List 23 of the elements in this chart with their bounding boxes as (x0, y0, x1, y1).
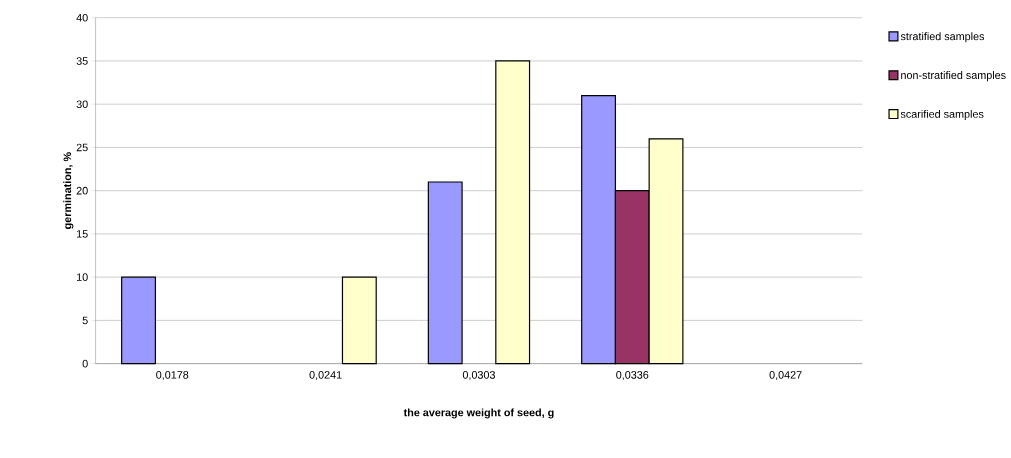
y-tick-label: 10 (76, 273, 88, 281)
y-tick-label: 35 (76, 57, 88, 65)
x-tick-label: 0,0303 (462, 370, 495, 380)
bar (495, 60, 531, 365)
y-tick-label: 5 (82, 316, 88, 325)
x-tick-label: 0,0178 (156, 370, 189, 380)
legend-label: non-stratified samples (901, 70, 1006, 82)
bar (121, 276, 156, 365)
bar (427, 181, 463, 365)
y-tick-label: 0 (82, 359, 88, 368)
y-tick-label: 20 (76, 186, 88, 195)
x-tick-label: 0,0241 (309, 370, 342, 380)
y-tick-label: 40 (76, 13, 88, 22)
x-tick-label: 0,0336 (616, 370, 649, 380)
y-tick-label: 25 (76, 143, 88, 152)
y-tick-label: 30 (76, 100, 88, 108)
x-axis-title: the average weight of seed, g (403, 408, 554, 419)
x-tick-label: 0,0427 (769, 370, 802, 380)
y-tick-label: 15 (76, 230, 88, 238)
legend-label: scarified samples (900, 109, 984, 120)
bar (341, 276, 377, 365)
legend-label: stratified samples (900, 32, 985, 43)
y-axis-title: germination, % (63, 152, 74, 229)
